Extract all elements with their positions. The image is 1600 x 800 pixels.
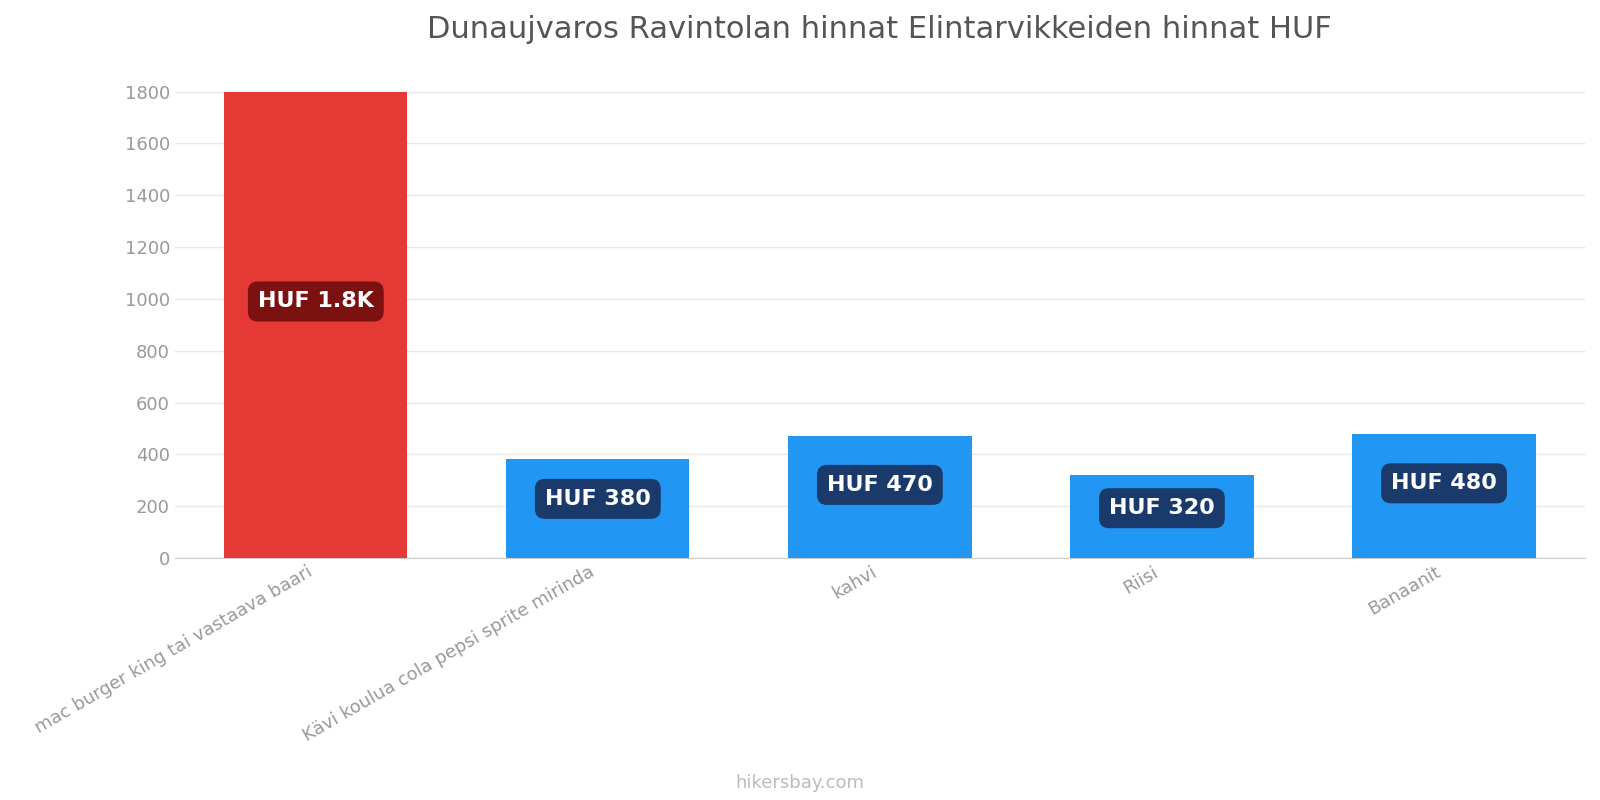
Text: HUF 380: HUF 380 xyxy=(546,489,651,509)
Text: hikersbay.com: hikersbay.com xyxy=(736,774,864,792)
Bar xyxy=(789,436,971,558)
Text: HUF 1.8K: HUF 1.8K xyxy=(258,291,374,311)
Bar xyxy=(1352,434,1536,558)
Bar xyxy=(224,92,408,558)
Bar xyxy=(506,459,690,558)
Text: HUF 470: HUF 470 xyxy=(827,475,933,495)
Text: HUF 480: HUF 480 xyxy=(1390,474,1498,494)
Text: HUF 320: HUF 320 xyxy=(1109,498,1214,518)
Bar xyxy=(1070,475,1253,558)
Title: Dunaujvaros Ravintolan hinnat Elintarvikkeiden hinnat HUF: Dunaujvaros Ravintolan hinnat Elintarvik… xyxy=(427,15,1333,44)
